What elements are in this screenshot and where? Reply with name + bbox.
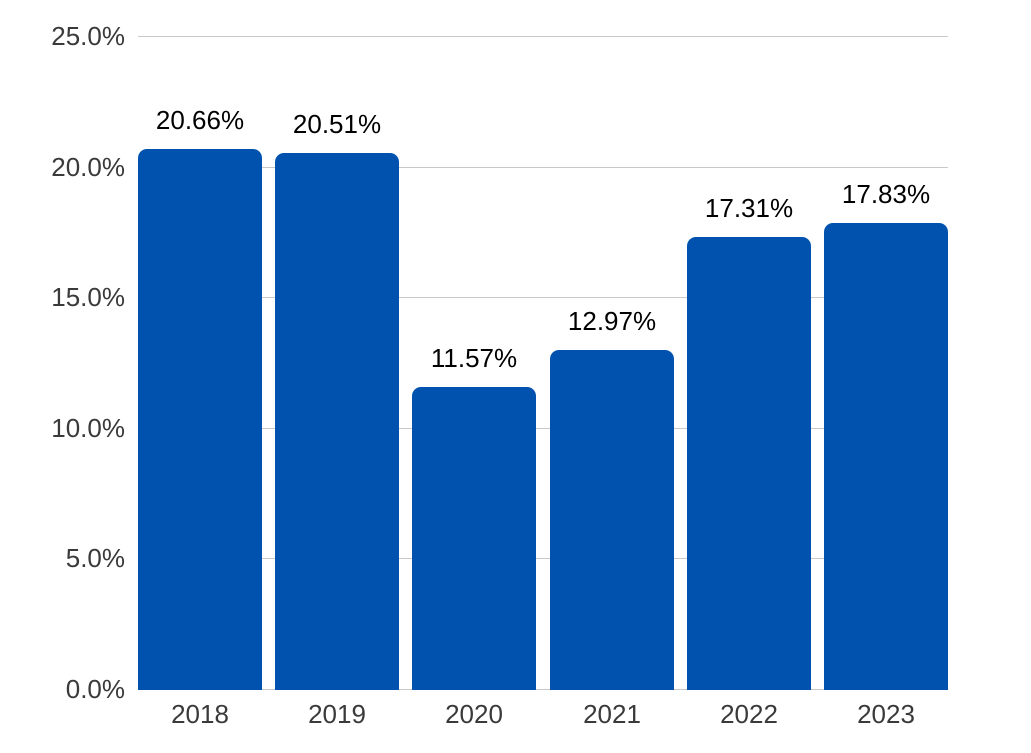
- gridline: [138, 689, 948, 690]
- x-axis-tick-label: 2022: [720, 699, 778, 729]
- bar-value-label: 12.97%: [567, 306, 657, 336]
- y-axis-tick-label: 10.0%: [51, 413, 125, 443]
- y-axis-tick-label: 20.0%: [51, 152, 125, 182]
- y-axis-tick-label: 15.0%: [51, 282, 125, 312]
- x-axis-tick-label: 2018: [171, 699, 229, 729]
- bar-value-label: 17.83%: [841, 179, 931, 209]
- bar: [138, 149, 262, 690]
- y-axis-tick-label: 0.0%: [65, 674, 125, 704]
- bar-value-label: 17.31%: [704, 193, 794, 223]
- y-axis-tick-label: 5.0%: [65, 543, 125, 573]
- gridline: [138, 167, 948, 168]
- x-axis-tick-label: 2021: [583, 699, 641, 729]
- gridline: [138, 36, 948, 37]
- x-axis-tick-label: 2023: [857, 699, 915, 729]
- bar: [412, 387, 536, 690]
- bar: [687, 237, 811, 690]
- bar: [824, 223, 948, 690]
- gridline: [138, 428, 948, 429]
- x-axis-tick-label: 2019: [308, 699, 366, 729]
- gridline: [138, 297, 948, 298]
- bar-value-label: 20.66%: [155, 105, 245, 135]
- bar-value-label: 11.57%: [430, 343, 518, 373]
- bar: [275, 153, 399, 690]
- bar-value-label: 20.51%: [292, 109, 382, 139]
- bar: [550, 350, 674, 690]
- x-axis-tick-label: 2020: [445, 699, 503, 729]
- y-axis-tick-label: 25.0%: [51, 21, 125, 51]
- gridline: [138, 558, 948, 559]
